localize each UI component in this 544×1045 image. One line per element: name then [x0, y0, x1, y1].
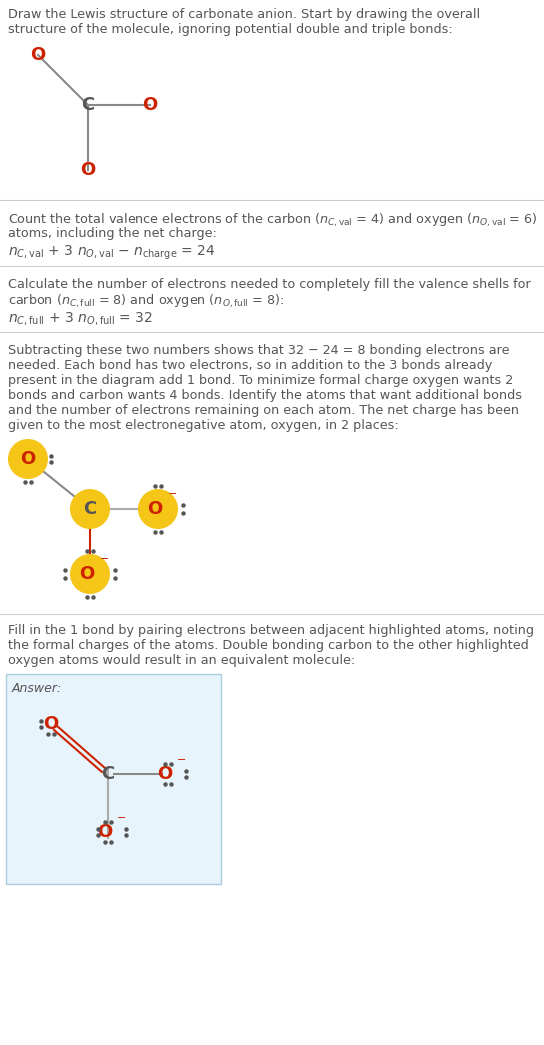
Text: O: O — [81, 161, 96, 179]
Circle shape — [70, 489, 110, 529]
Text: −: − — [117, 813, 126, 823]
Text: Calculate the number of electrons needed to completely fill the valence shells f: Calculate the number of electrons needed… — [8, 278, 531, 291]
Text: O: O — [20, 450, 35, 468]
Circle shape — [70, 554, 110, 594]
Text: O: O — [143, 96, 158, 114]
Text: structure of the molecule, ignoring potential double and triple bonds:: structure of the molecule, ignoring pote… — [8, 23, 453, 36]
Text: O: O — [79, 565, 95, 583]
Text: C: C — [83, 500, 97, 518]
Text: the formal charges of the atoms. Double bonding carbon to the other highlighted: the formal charges of the atoms. Double … — [8, 638, 529, 652]
Text: atoms, including the net charge:: atoms, including the net charge: — [8, 227, 217, 240]
Text: Fill in the 1 bond by pairing electrons between adjacent highlighted atoms, noti: Fill in the 1 bond by pairing electrons … — [8, 624, 534, 637]
Text: O: O — [44, 715, 59, 733]
Text: oxygen atoms would result in an equivalent molecule:: oxygen atoms would result in an equivale… — [8, 654, 355, 667]
FancyBboxPatch shape — [6, 674, 221, 884]
Text: present in the diagram add 1 bond. To minimize formal charge oxygen wants 2: present in the diagram add 1 bond. To mi… — [8, 374, 513, 387]
Text: O: O — [30, 46, 46, 64]
Text: $n_{C,\mathrm{val}}$ + 3 $n_{O,\mathrm{val}}$ $-$ $n_{\mathrm{charge}}$ = 24: $n_{C,\mathrm{val}}$ + 3 $n_{O,\mathrm{v… — [8, 243, 216, 262]
Text: bonds and carbon wants 4 bonds. Identify the atoms that want additional bonds: bonds and carbon wants 4 bonds. Identify… — [8, 389, 522, 402]
Text: carbon ($n_{C,\mathrm{full}}$ = 8) and oxygen ($n_{O,\mathrm{full}}$ = 8):: carbon ($n_{C,\mathrm{full}}$ = 8) and o… — [8, 293, 285, 310]
Text: Count the total valence electrons of the carbon ($n_{C,\mathrm{val}}$ = 4) and o: Count the total valence electrons of the… — [8, 212, 537, 229]
Circle shape — [8, 439, 48, 479]
Text: −: − — [168, 489, 177, 500]
Text: C: C — [82, 96, 95, 114]
Text: −: − — [100, 554, 109, 564]
Text: −: − — [177, 754, 187, 765]
Text: and the number of electrons remaining on each atom. The net charge has been: and the number of electrons remaining on… — [8, 404, 519, 417]
Text: O: O — [147, 500, 163, 518]
Text: Draw the Lewis structure of carbonate anion. Start by drawing the overall: Draw the Lewis structure of carbonate an… — [8, 8, 480, 21]
Text: O: O — [97, 823, 113, 841]
Text: $n_{C,\mathrm{full}}$ + 3 $n_{O,\mathrm{full}}$ = 32: $n_{C,\mathrm{full}}$ + 3 $n_{O,\mathrm{… — [8, 310, 153, 327]
Text: C: C — [101, 765, 115, 783]
Text: given to the most electronegative atom, oxygen, in 2 places:: given to the most electronegative atom, … — [8, 419, 399, 432]
Circle shape — [138, 489, 178, 529]
Text: Answer:: Answer: — [12, 682, 62, 695]
Text: O: O — [157, 765, 172, 783]
Text: needed. Each bond has two electrons, so in addition to the 3 bonds already: needed. Each bond has two electrons, so … — [8, 359, 492, 372]
Text: Subtracting these two numbers shows that 32 − 24 = 8 bonding electrons are: Subtracting these two numbers shows that… — [8, 344, 510, 357]
